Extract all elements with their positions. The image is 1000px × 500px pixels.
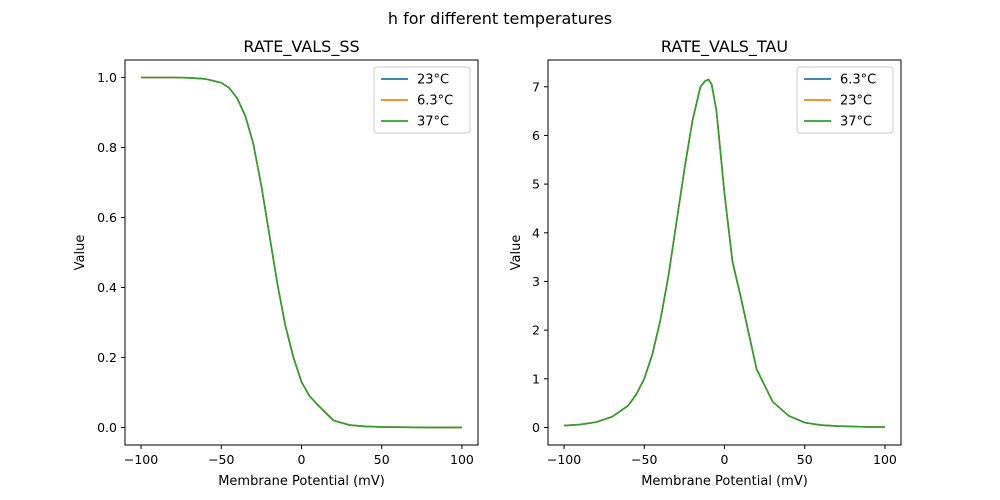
x-tick-label: 100 [873, 452, 897, 467]
x-tick-label: −50 [631, 452, 657, 467]
figure-suptitle: h for different temperatures [388, 9, 612, 28]
x-tick-label: 0 [721, 452, 729, 467]
axes-rate-vals-ss: RATE_VALS_SS −100 −50 0 50 100 0.0 0.2 0.4 0.6 0.8… [73, 37, 479, 489]
legend-label-3: 37°C [417, 115, 449, 130]
y-tick-label: 0.6 [97, 210, 117, 225]
legend-label-3: 37°C [840, 115, 872, 130]
y-tick-label: 7 [532, 79, 540, 94]
y-tick-label: 4 [532, 225, 540, 240]
y-tick-label: 1 [532, 371, 540, 386]
legend-label-1: 23°C [417, 73, 449, 88]
y-tick-label: 0.8 [97, 140, 117, 155]
legend-box [796, 66, 894, 134]
x-tick-label: −100 [124, 452, 158, 467]
legend-label-2: 6.3°C [417, 94, 453, 109]
legend-label-1: 6.3°C [840, 73, 876, 88]
chart-title: RATE_VALS_TAU [661, 37, 788, 57]
x-axis-label: Membrane Potential (mV) [641, 474, 808, 489]
x-tick-label: 0 [298, 452, 306, 467]
y-axis-label: Value [509, 235, 524, 271]
y-tick-label: 2 [532, 323, 540, 338]
x-tick-label: −100 [547, 452, 581, 467]
legend: 23°C 6.3°C 37°C [373, 66, 471, 134]
x-tick-label: 100 [450, 452, 474, 467]
y-tick-label: 0.0 [97, 420, 117, 435]
y-tick-label: 3 [532, 274, 540, 289]
x-tick-label: 50 [797, 452, 813, 467]
legend-box [373, 66, 471, 134]
axes-rate-vals-tau: RATE_VALS_TAU −100 −50 0 50 100 0 1 2 3 4 5 6 7 Membra… [509, 37, 902, 489]
series-line-3 [141, 76, 462, 429]
legend-label-2: 23°C [840, 94, 872, 109]
y-axis-label: Value [73, 235, 88, 271]
legend: 6.3°C 23°C 37°C [796, 66, 894, 134]
y-tick-label: 6 [532, 128, 540, 143]
chart-title: RATE_VALS_SS [243, 37, 359, 57]
x-tick-label: −50 [208, 452, 234, 467]
y-tick-label: 0.2 [97, 350, 117, 365]
y-tick-label: 0.4 [97, 280, 117, 295]
x-tick-label: 50 [374, 452, 390, 467]
series-line-3 [564, 78, 885, 428]
x-axis-label: Membrane Potential (mV) [218, 474, 385, 489]
y-tick-label: 1.0 [97, 70, 117, 85]
y-tick-label: 0 [532, 420, 540, 435]
y-tick-label: 5 [532, 177, 540, 192]
